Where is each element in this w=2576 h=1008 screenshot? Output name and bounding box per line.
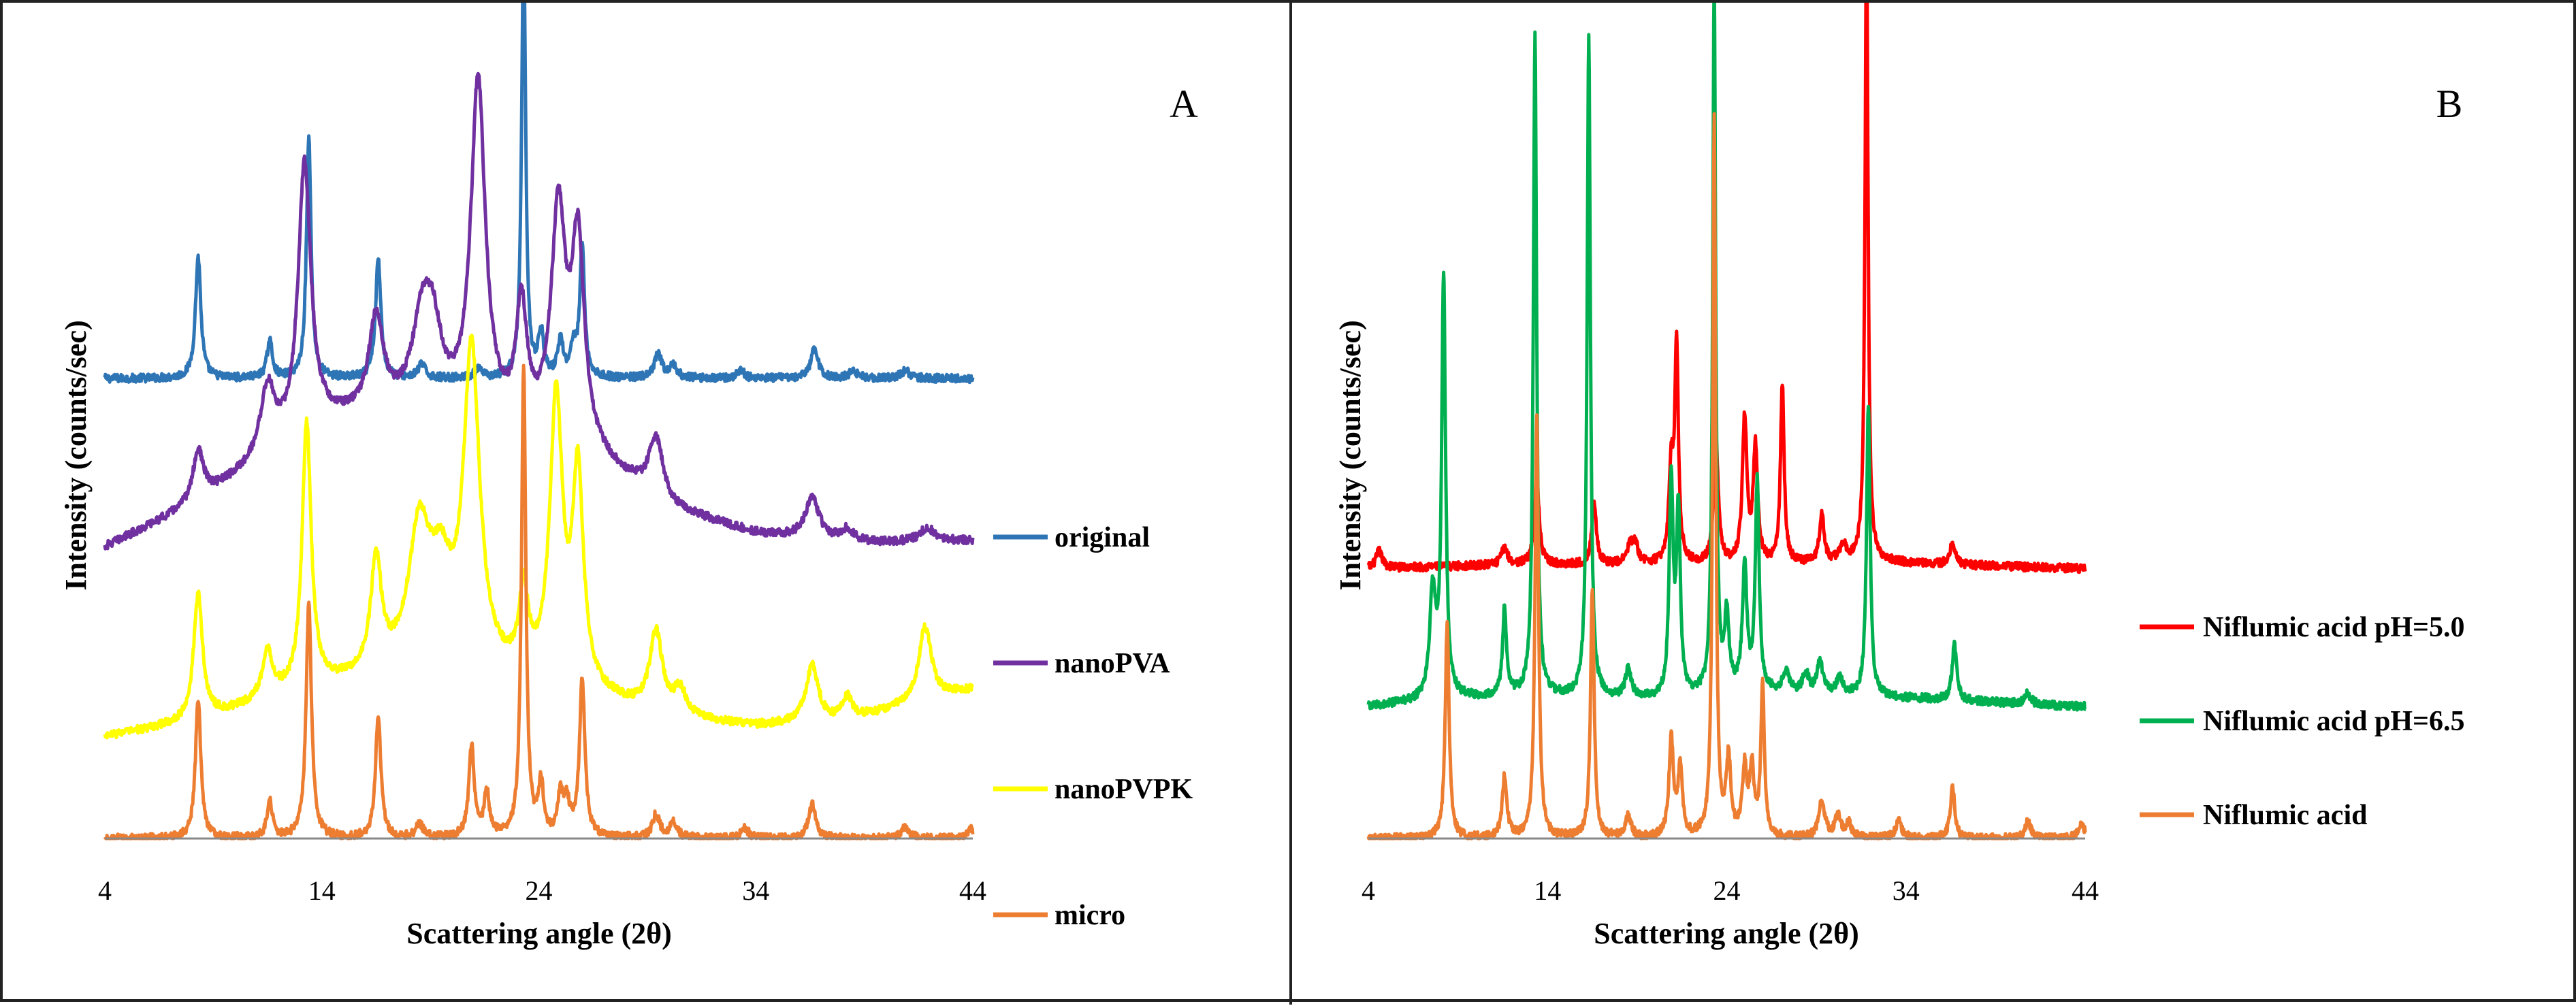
panel-a-y-axis-title: Intensity (counts/sec)	[59, 320, 93, 590]
panel-a-x-tick-label: 4	[98, 875, 112, 906]
panel-a-x-axis-title: Scattering angle (2θ)	[406, 917, 672, 950]
panel-a-legend-label: nanoPVPK	[1054, 774, 1193, 805]
panel-b: 4 14 24 34 44 Scattering angle (2θ) Intensit…	[1292, 0, 2576, 1005]
panel-divider	[1289, 3, 1292, 1005]
panel-a-legend-label: micro	[1054, 900, 1125, 931]
panel-a-series-line	[103, 0, 975, 385]
panel-b-legend-label: Niflumic acid pH=5.0	[2203, 612, 2464, 643]
panel-b-legend: Niflumic acid pH=5.0 Niflumic acid pH=6.5…	[2140, 612, 2464, 831]
panel-b-series-line	[1366, 112, 2087, 841]
panel-b-x-tick-label: 24	[1713, 875, 1741, 906]
panel-a-x-tick-label: 14	[308, 875, 336, 906]
panel-a-series-line	[103, 71, 975, 551]
panel-b-x-tick-label: 44	[2072, 875, 2099, 906]
panel-a-legend-label: original	[1054, 522, 1150, 553]
panel-b-chart: 4 14 24 34 44 Scattering angle (2θ) Intensit…	[1334, 0, 2464, 950]
panel-a-traces	[103, 0, 975, 841]
panel-a-series-line	[103, 363, 975, 841]
panel-b-legend-label: Niflumic acid	[2203, 800, 2367, 831]
panel-a-x-ticks: 4 14 24 34 44	[98, 875, 986, 906]
panel-b-x-tick-label: 14	[1534, 875, 1561, 906]
panel-b-series-line	[1366, 0, 2087, 574]
panel-b-series-line	[1366, 0, 2087, 712]
panel-a-legend: original nanoPVA nanoPVPK micro	[993, 522, 1193, 931]
panel-b-legend-label: Niflumic acid pH=6.5	[2203, 706, 2464, 737]
panel-b-x-tick-label: 34	[1893, 875, 1920, 906]
panel-a-x-tick-label: 24	[526, 875, 553, 906]
panel-b-x-ticks: 4 14 24 34 44	[1362, 875, 2099, 906]
panel-b-traces	[1366, 0, 2087, 841]
panel-a-x-tick-label: 44	[959, 875, 986, 906]
panel-a-x-tick-label: 34	[742, 875, 769, 906]
panel-a-chart: 4 14 24 34 44 Scattering angle (2θ) Intensit…	[59, 0, 1198, 950]
panel-a-legend-label: nanoPVA	[1054, 648, 1170, 679]
panel-a-label: A	[1170, 82, 1198, 126]
panel-a-series-line	[103, 334, 974, 740]
panel-b-x-tick-label: 4	[1362, 875, 1375, 906]
panel-b-label: B	[2436, 82, 2463, 126]
panel-a: 4 14 24 34 44 Scattering angle (2θ) Intensit…	[3, 0, 1289, 1005]
panel-b-x-axis-title: Scattering angle (2θ)	[1594, 917, 1859, 950]
panel-b-y-axis-title: Intensity (counts/sec)	[1334, 320, 1367, 590]
